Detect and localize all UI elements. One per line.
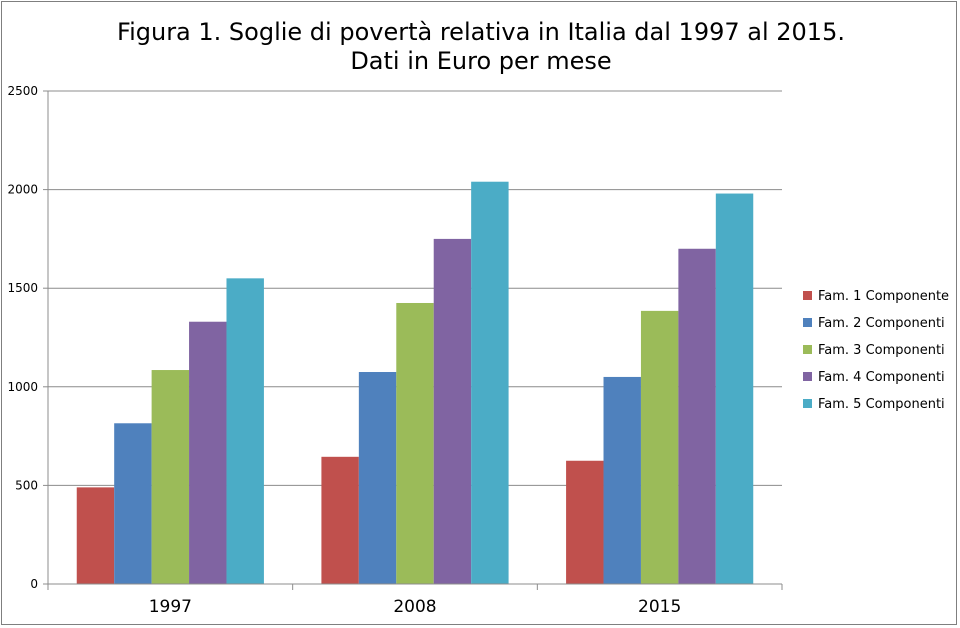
- bar: [358, 372, 397, 584]
- legend: Fam. 1 Componente Fam. 2 Componenti Fam. 3…: [803, 289, 949, 412]
- bar: [226, 278, 264, 584]
- bar: [640, 310, 679, 584]
- bar: [471, 181, 509, 584]
- x-tick-label: 1997: [149, 597, 192, 617]
- x-tick-label: 2015: [638, 597, 681, 617]
- bar: [396, 302, 434, 584]
- legend-label: Fam. 4 Componenti: [818, 370, 945, 385]
- legend-label: Fam. 1 Componente: [818, 289, 949, 304]
- legend-label: Fam. 2 Componenti: [818, 316, 945, 331]
- bar: [151, 370, 190, 584]
- chart-title: Figura 1. Soglie di povertà relativa in …: [117, 18, 845, 46]
- bar: [433, 238, 472, 584]
- legend-swatch: [803, 399, 812, 408]
- y-tick-label: 1500: [7, 281, 38, 295]
- legend-swatch: [803, 318, 812, 327]
- bar: [715, 193, 754, 584]
- bar: [114, 423, 152, 584]
- y-tick-label: 1000: [7, 380, 38, 394]
- legend-label: Fam. 5 Componenti: [818, 397, 945, 412]
- legend-swatch: [803, 372, 812, 381]
- bar: [678, 248, 716, 584]
- bar: [76, 487, 115, 584]
- legend-swatch: [803, 345, 812, 354]
- y-tick-label: 500: [15, 478, 38, 492]
- legend-swatch: [803, 291, 812, 300]
- y-tick-label: 2500: [7, 84, 38, 98]
- bar: [189, 321, 227, 584]
- bars-layer: [76, 181, 754, 584]
- y-tick-label: 2000: [7, 183, 38, 197]
- axis-layer: 0 500 1000 1500 2000 2500 1997 2008 2015: [7, 84, 783, 617]
- chart-subtitle: Dati in Euro per mese: [350, 47, 611, 75]
- y-tick-label: 0: [30, 577, 38, 591]
- bar: [603, 376, 641, 584]
- x-tick-label: 2008: [393, 597, 436, 617]
- bar: [566, 460, 604, 584]
- legend-label: Fam. 3 Componenti: [818, 343, 945, 358]
- bar: [321, 456, 359, 584]
